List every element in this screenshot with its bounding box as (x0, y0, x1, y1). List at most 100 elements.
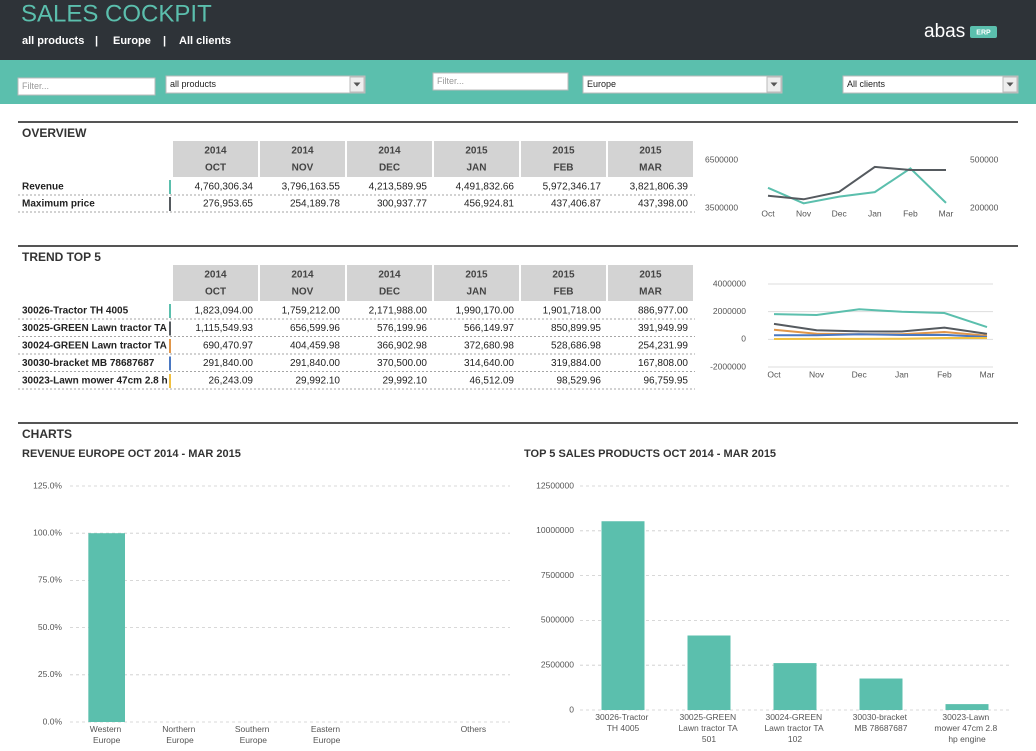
table-cell: 167,808.00 (638, 358, 688, 369)
y-tick-label: 5000000 (541, 615, 574, 625)
series-line (773, 322, 988, 335)
table-cell: 254,231.99 (638, 341, 688, 352)
filter-placeholder: Filter... (437, 76, 464, 86)
y-tick-label: 7500000 (541, 570, 574, 580)
header-month: MAR (639, 287, 663, 298)
row-label: 30025-GREEN Lawn tractor TA 501 (22, 323, 186, 334)
y2-tick-label: 500000 (970, 154, 999, 164)
select-arrow (770, 82, 778, 87)
table-cell: 404,459.98 (290, 341, 340, 352)
y-tick-label: 75.0% (38, 575, 63, 585)
filter-input[interactable] (17, 77, 156, 96)
section-title: TREND TOP 5 (22, 250, 101, 264)
x-tick-label: 30026-Tractor TH 4005 (595, 712, 650, 733)
table-cell: 690,470.97 (203, 341, 253, 352)
row-color-indicator (169, 197, 171, 211)
table-cell: 656,599.96 (290, 323, 340, 334)
table-cell: 98,529.96 (557, 376, 602, 387)
table-cell: 576,199.96 (377, 323, 427, 334)
table-cell: 1,759,212.00 (282, 306, 341, 317)
y-tick-label: 0.0% (43, 716, 63, 726)
y-tick-label: 0 (569, 704, 574, 714)
header-year: 2014 (378, 146, 401, 157)
header-cell (347, 265, 432, 301)
table-cell: 437,398.00 (638, 199, 688, 210)
table-cell: 26,243.09 (209, 376, 254, 387)
table-cell: 1,990,170.00 (456, 306, 515, 317)
table-cell: 566,149.97 (464, 323, 514, 334)
row-color-indicator (169, 180, 171, 194)
header-month: DEC (379, 287, 400, 298)
table-cell: 886,977.00 (638, 306, 688, 317)
select-arrow (353, 82, 361, 87)
y2-tick-label: 200000 (970, 202, 999, 212)
y-tick-label: 2000000 (713, 306, 746, 316)
label-line: 501 (702, 734, 716, 744)
label-line: Eastern (311, 724, 343, 734)
x-tick-label: Feb (903, 208, 918, 218)
section-title: CHARTS (22, 427, 72, 441)
bar (859, 678, 903, 710)
header-month: JAN (466, 163, 486, 174)
breadcrumb[interactable]: All clients (179, 35, 231, 47)
table-cell: 4,491,832.66 (456, 182, 515, 193)
x-tick-label: Eastern Europe (311, 724, 343, 745)
header-cell (173, 141, 258, 177)
x-tick-label: Jan (868, 208, 882, 218)
header-month: OCT (205, 287, 226, 298)
filter-input[interactable] (432, 72, 569, 91)
series-line (767, 167, 947, 205)
x-tick-label: Southern Europe (235, 724, 272, 745)
header-year: 2015 (552, 146, 575, 157)
y-tick-label: 100.0% (33, 527, 62, 537)
header-cell (173, 265, 258, 301)
x-tick-label: 30023-Lawn mower 47cm 2.8 hp engine (934, 712, 999, 744)
breadcrumb[interactable]: Europe (113, 35, 151, 47)
label-line: 30026-Tractor (595, 712, 650, 722)
bar (88, 533, 125, 722)
table-cell: 5,972,346.17 (543, 182, 602, 193)
row-color-indicator (169, 356, 171, 371)
label-line: Northern (162, 724, 197, 734)
header-bar (0, 0, 1036, 60)
label-line: 102 (788, 734, 802, 744)
label-line: mower 47cm 2.8 (934, 723, 999, 733)
breadcrumb[interactable]: all products (22, 35, 84, 47)
header-month: DEC (379, 163, 400, 174)
bar (601, 521, 645, 710)
select-box[interactable] (842, 75, 1019, 94)
select-box[interactable] (165, 75, 366, 94)
table-cell: 291,840.00 (203, 358, 253, 369)
x-tick-label: Oct (761, 208, 775, 218)
header-year: 2015 (465, 270, 488, 281)
app-title: SALES COCKPIT (21, 0, 212, 27)
header-cell (521, 265, 606, 301)
table-cell: 276,953.65 (203, 199, 253, 210)
bar (773, 663, 817, 710)
y-tick-label: 3500000 (705, 202, 738, 212)
row-label-clip: 30026-Tractor TH 4005 30025-GREEN Lawn tr… (22, 306, 186, 387)
select-box[interactable] (582, 75, 783, 94)
header-month: NOV (292, 163, 314, 174)
header-year: 2015 (639, 270, 662, 281)
label-line: hp engine (948, 734, 986, 744)
table-cell: 370,500.00 (377, 358, 427, 369)
select-arrow (1006, 82, 1014, 87)
header-cell (260, 265, 345, 301)
x-tick-label: Western Europe (90, 724, 124, 745)
table-cell: 391,949.99 (638, 323, 688, 334)
select-value: All clients (847, 79, 886, 89)
header-month: JAN (466, 287, 486, 298)
x-tick-label: 30030-bracket MB 78687687 (853, 712, 910, 733)
series-line (773, 337, 987, 340)
table-cell: 300,937.77 (377, 199, 427, 210)
table-cell: 528,686.98 (551, 341, 601, 352)
header-cell (260, 141, 345, 177)
row-label: 30030-bracket MB 78687687 (22, 358, 155, 369)
header-year: 2015 (465, 146, 488, 157)
label-line: Europe (166, 735, 194, 745)
row-label: Revenue (22, 182, 64, 193)
row-label: 30026-Tractor TH 4005 (22, 306, 129, 317)
select-value: Europe (587, 79, 616, 89)
x-tick-label: Feb (937, 369, 952, 379)
